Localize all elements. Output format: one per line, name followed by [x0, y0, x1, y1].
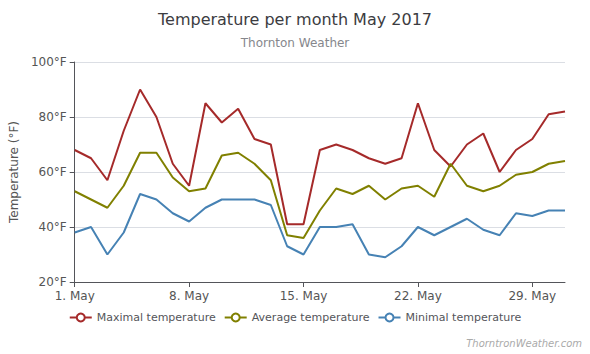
svg-text:80°F: 80°F	[39, 110, 67, 124]
svg-text:8. May: 8. May	[169, 289, 209, 303]
svg-text:29. May: 29. May	[508, 289, 556, 303]
svg-text:Minimal temperature: Minimal temperature	[406, 311, 522, 324]
svg-text:100°F: 100°F	[31, 55, 67, 69]
svg-text:Temperature (°F): Temperature (°F)	[7, 121, 21, 224]
svg-text:20°F: 20°F	[39, 275, 67, 289]
svg-text:Temperature per month May 2017: Temperature per month May 2017	[157, 10, 432, 29]
svg-text:Average temperature: Average temperature	[252, 311, 370, 324]
svg-text:Thornton Weather: Thornton Weather	[240, 36, 350, 50]
svg-text:22. May: 22. May	[394, 289, 442, 303]
svg-text:Maximal temperature: Maximal temperature	[97, 311, 216, 324]
svg-text:1. May: 1. May	[55, 289, 95, 303]
svg-text:60°F: 60°F	[39, 165, 67, 179]
svg-text:ThorntronWeather.com: ThorntronWeather.com	[466, 338, 582, 349]
svg-text:15. May: 15. May	[280, 289, 328, 303]
svg-text:40°F: 40°F	[39, 220, 67, 234]
